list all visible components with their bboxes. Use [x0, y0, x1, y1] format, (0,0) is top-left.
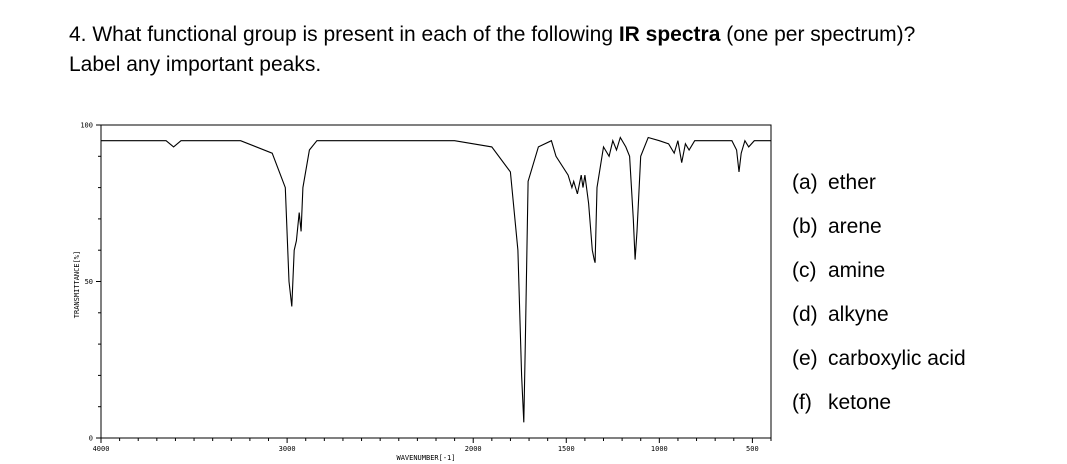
- option-letter: (b): [792, 215, 818, 238]
- x-axis-ticks: 4000 3000 2000 1500 1000 500: [93, 438, 772, 453]
- option-item: (e) carboxylic acid: [792, 344, 966, 388]
- spectrum-line: [101, 136, 771, 423]
- option-text: carboxylic acid: [828, 347, 966, 370]
- x-tick-label: 3000: [279, 445, 296, 453]
- option-letter: (f): [792, 391, 812, 414]
- option-text: ether: [828, 171, 876, 194]
- y-axis-ticks: 100 50 0: [80, 122, 101, 443]
- y-tick-label: 100: [80, 122, 93, 130]
- answer-options: (a) ether (b) arene (c) amine (d) alkyne (e) carb…: [792, 168, 966, 432]
- x-tick-label: 4000: [93, 445, 110, 453]
- option-item: (d) alkyne: [792, 300, 966, 344]
- option-letter: (a): [792, 171, 818, 194]
- x-tick-label: 2000: [465, 445, 482, 453]
- option-item: (a) ether: [792, 168, 966, 212]
- x-axis-label: WAVENUMBER[-1]: [396, 454, 455, 462]
- question-prompt: What functional group is present in each…: [92, 23, 619, 46]
- x-tick-label: 1000: [651, 445, 668, 453]
- x-tick-label: 1500: [558, 445, 575, 453]
- option-letter: (e): [792, 347, 818, 370]
- option-text: amine: [828, 259, 886, 282]
- question-prompt-end: (one per spectrum)?: [720, 23, 916, 46]
- option-letter: (d): [792, 303, 818, 326]
- question-emphasis: IR spectra: [618, 23, 721, 46]
- y-axis-label: TRANSMITTANCE[%]: [73, 251, 81, 318]
- y-tick-label: 50: [85, 278, 93, 286]
- x-tick-label: 500: [746, 445, 759, 453]
- option-letter: (c): [792, 259, 817, 282]
- plot-frame: [100, 124, 772, 439]
- option-item: (c) amine: [792, 256, 966, 300]
- question-number: 4.: [69, 23, 87, 46]
- option-text: alkyne: [828, 303, 889, 326]
- option-item: (f) ketone: [792, 388, 966, 432]
- y-tick-label: 0: [89, 435, 93, 443]
- question-instruction: Label any important peaks.: [69, 53, 322, 76]
- option-text: ketone: [828, 391, 892, 414]
- option-text: arene: [828, 215, 882, 238]
- question-text: 4. What functional group is present in e…: [69, 20, 1029, 80]
- option-item: (b) arene: [792, 212, 966, 256]
